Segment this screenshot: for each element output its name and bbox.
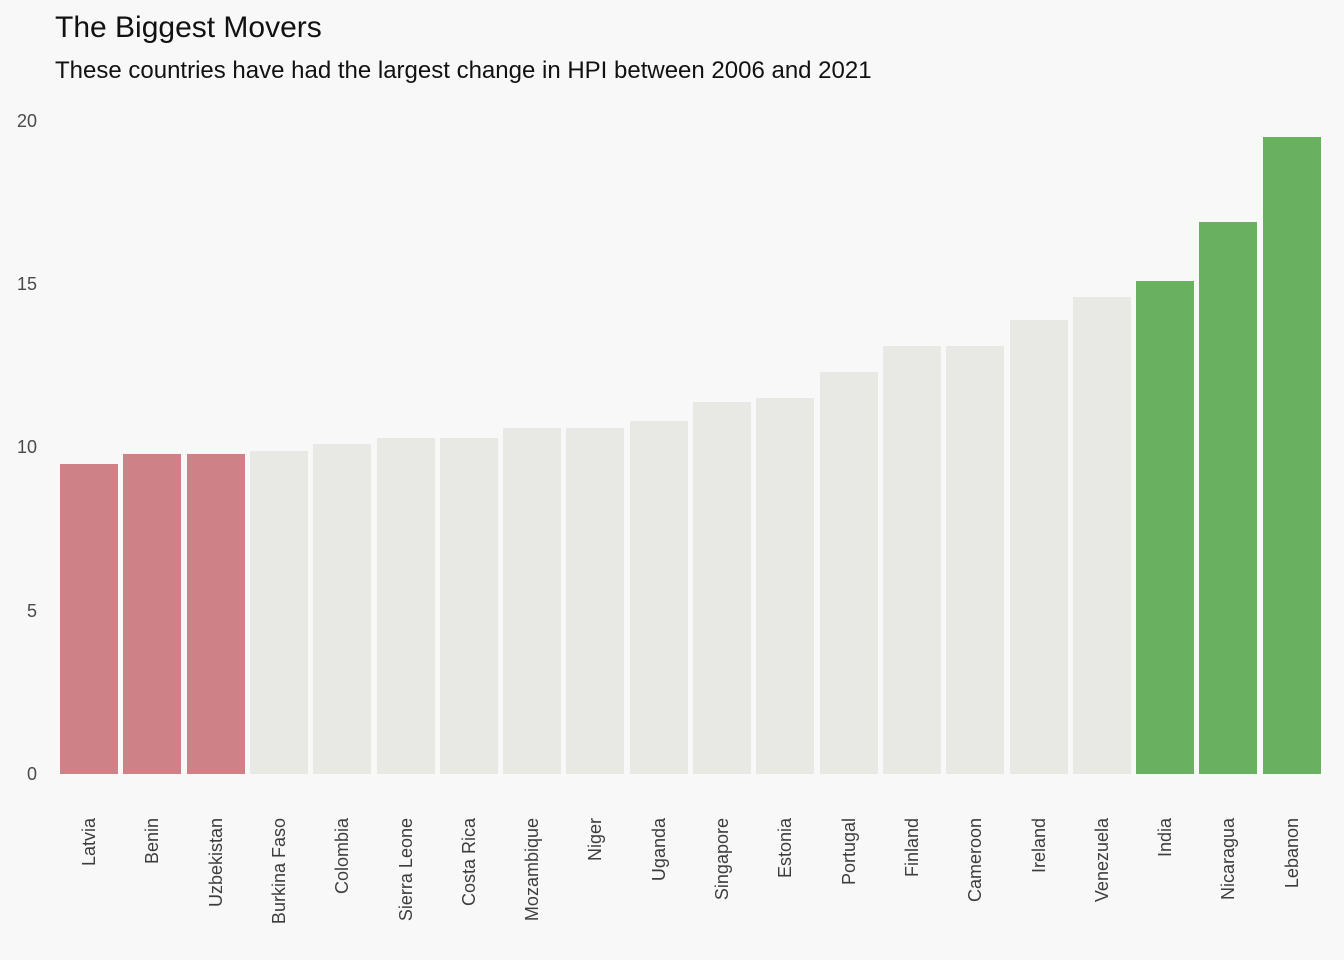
x-tick-label-benin: Benin — [142, 818, 163, 865]
bar-mozambique — [503, 427, 562, 774]
x-tick-label-estonia: Estonia — [775, 818, 796, 879]
y-tick-label-5: 5 — [26, 600, 37, 621]
bar-uganda — [629, 421, 688, 774]
x-tick-label-venezuela: Venezuela — [1091, 818, 1112, 903]
x-tick-label-finland: Finland — [901, 818, 922, 878]
bar-cameroon — [946, 346, 1005, 774]
bar-costa-rica — [439, 437, 498, 774]
x-tick-label-ireland: Ireland — [1028, 818, 1049, 874]
x-tick-label-burkina-faso: Burkina Faso — [268, 818, 289, 925]
bar-ireland — [1009, 320, 1068, 774]
bar-india — [1136, 280, 1195, 774]
x-tick-label-portugal: Portugal — [838, 818, 859, 886]
bar-nicaragua — [1199, 222, 1258, 774]
chart-subtitle: These countries have had the largest cha… — [55, 57, 872, 84]
x-tick-label-uganda: Uganda — [648, 818, 669, 882]
y-tick-label-10: 10 — [16, 437, 37, 458]
x-tick-label-cameroon: Cameroon — [965, 818, 986, 903]
x-tick-label-singapore: Singapore — [712, 818, 732, 901]
x-tick-label-latvia: Latvia — [79, 818, 99, 867]
bar-niger — [566, 427, 625, 774]
bar-finland — [882, 346, 941, 774]
bar-portugal — [819, 372, 878, 774]
x-tick-label-niger: Niger — [585, 818, 606, 862]
x-tick-label-costa-rica: Costa Rica — [458, 818, 479, 907]
x-tick-label-lebanon: Lebanon — [1281, 818, 1302, 889]
x-tick-label-uzbekistan: Uzbekistan — [205, 818, 226, 908]
bar-colombia — [313, 444, 372, 774]
x-tick-label-nicaragua: Nicaragua — [1218, 818, 1239, 901]
x-tick-label-mozambique: Mozambique — [522, 818, 543, 922]
x-tick-label-india: India — [1155, 818, 1176, 858]
bar-sierra-leone — [376, 437, 435, 774]
bar-latvia — [60, 463, 118, 774]
bar-uzbekistan — [186, 453, 245, 774]
y-tick-label-20: 20 — [16, 110, 37, 131]
y-tick-label-15: 15 — [16, 274, 37, 295]
bar-benin — [123, 453, 182, 774]
y-tick-label-0: 0 — [26, 764, 37, 784]
chart-title: The Biggest Movers — [55, 11, 322, 44]
bar-burkina-faso — [249, 450, 308, 774]
bar-venezuela — [1072, 297, 1131, 774]
bar-lebanon — [1262, 137, 1321, 774]
bar-estonia — [756, 398, 815, 774]
x-tick-label-sierra-leone: Sierra Leone — [395, 818, 416, 922]
x-tick-label-colombia: Colombia — [332, 818, 353, 895]
bar-singapore — [693, 401, 751, 774]
